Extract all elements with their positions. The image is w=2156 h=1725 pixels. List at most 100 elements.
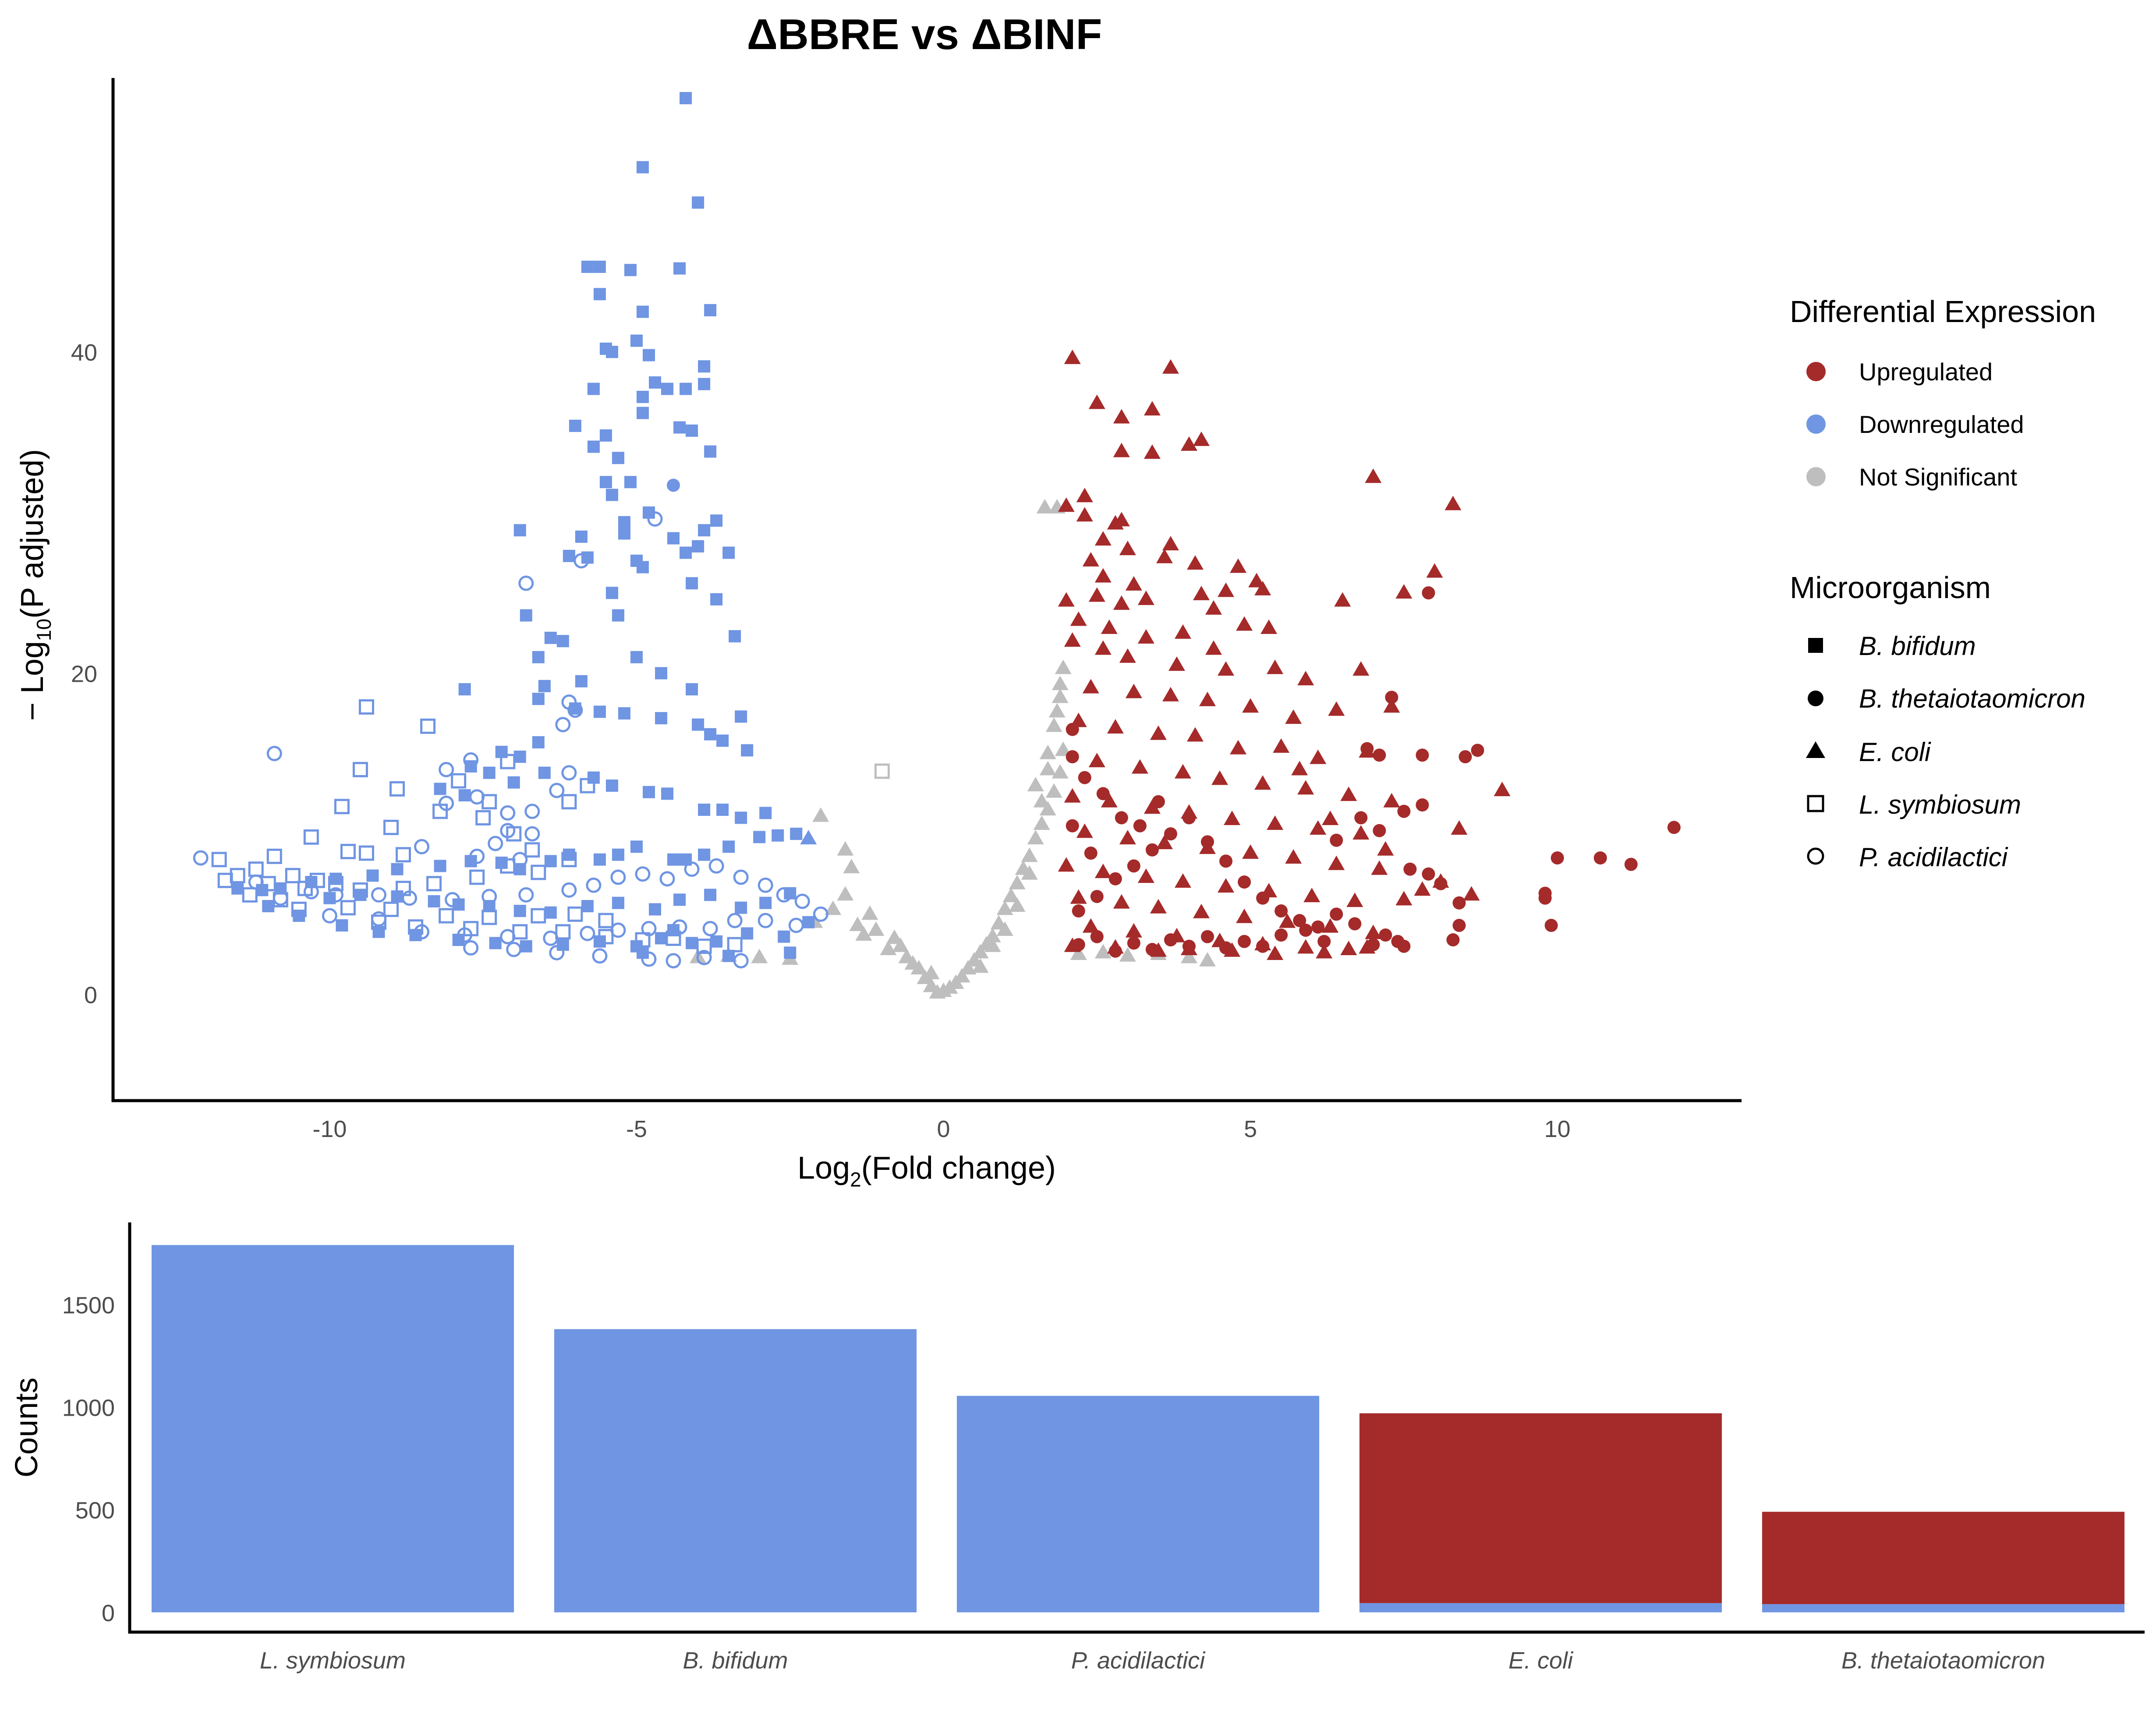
point-downregulated-l-symbiosum: [291, 901, 307, 917]
point-not-significant-e-coli: [1002, 888, 1020, 903]
point-downregulated-l-symbiosum: [469, 869, 485, 885]
point-downregulated-b-bifidum: [735, 901, 747, 914]
point-upregulated-e-coli: [1444, 496, 1462, 510]
point-downregulated-l-symbiosum: [426, 876, 442, 892]
point-upregulated-e-coli: [1125, 576, 1142, 591]
legend-label-b-bifidum: B. bifidum: [1859, 631, 1976, 661]
point-upregulated-e-coli: [1218, 661, 1235, 676]
point-not-significant-e-coli: [904, 955, 921, 970]
point-downregulated-b-bifidum: [735, 710, 747, 723]
point-upregulated-b-thetaiotaomicron: [1274, 928, 1288, 942]
point-downregulated-p-acidilactici: [666, 953, 681, 969]
point-upregulated-e-coli: [1076, 488, 1093, 503]
point-downregulated-b-bifidum: [741, 744, 754, 757]
point-downregulated-l-symbiosum: [561, 794, 577, 810]
point-upregulated-e-coli: [1119, 648, 1136, 663]
point-upregulated-b-thetaiotaomicron: [1274, 904, 1288, 918]
point-upregulated-e-coli: [1101, 619, 1118, 634]
point-upregulated-e-coli: [1113, 409, 1130, 424]
point-downregulated-l-symbiosum: [696, 939, 712, 954]
point-upregulated-e-coli: [1414, 881, 1431, 896]
point-downregulated-b-bifidum: [520, 609, 532, 622]
point-downregulated-b-bifidum: [513, 905, 526, 917]
bar-y-tick-label: 0: [102, 1600, 115, 1626]
point-upregulated-e-coli: [1088, 753, 1105, 768]
point-downregulated-p-acidilactici: [463, 752, 479, 768]
point-upregulated-e-coli: [1186, 727, 1204, 742]
point-upregulated-e-coli: [1352, 825, 1370, 840]
point-downregulated-p-acidilactici: [445, 892, 460, 907]
point-downregulated-l-symbiosum: [211, 852, 227, 868]
point-not-significant-e-coli: [923, 965, 940, 980]
bar-upregulated: [1762, 1512, 2125, 1605]
point-upregulated-b-thetaiotaomicron: [1151, 795, 1165, 808]
point-downregulated-b-bifidum: [636, 161, 649, 174]
bar-y-axis-label: Counts: [9, 1378, 44, 1477]
point-not-significant-e-coli: [984, 928, 1001, 942]
point-downregulated-l-symbiosum: [352, 762, 368, 777]
point-downregulated-p-acidilactici: [266, 746, 282, 762]
point-upregulated-e-coli: [1058, 592, 1075, 607]
point-downregulated-b-bifidum: [698, 378, 711, 390]
point-upregulated-b-thetaiotaomicron: [1108, 944, 1122, 958]
point-downregulated-p-acidilactici: [580, 925, 595, 941]
point-downregulated-l-symbiosum: [248, 861, 264, 877]
point-downregulated-b-bifidum: [667, 532, 680, 545]
point-downregulated-l-symbiosum: [340, 900, 356, 916]
point-upregulated-e-coli: [1186, 555, 1204, 570]
point-downregulated-b-bifidum: [722, 840, 735, 853]
point-upregulated-e-coli: [1162, 359, 1179, 374]
point-downregulated-b-bifidum: [563, 848, 575, 861]
point-downregulated-l-symbiosum: [242, 887, 258, 903]
point-upregulated-e-coli: [1156, 835, 1173, 850]
point-upregulated-b-thetaiotaomicron: [1416, 748, 1429, 762]
point-downregulated-b-bifidum: [661, 383, 674, 395]
point-downregulated-b-bifidum: [593, 853, 606, 866]
point-downregulated-p-acidilactici: [561, 765, 577, 781]
point-downregulated-b-bifidum: [513, 751, 526, 763]
point-upregulated-e-coli: [1346, 893, 1363, 907]
point-upregulated-e-coli: [1316, 944, 1333, 959]
point-downregulated-b-bifidum: [556, 635, 569, 648]
point-upregulated-b-thetaiotaomicron: [1066, 819, 1079, 832]
legend-key-downregulated: [1806, 414, 1826, 434]
point-downregulated-p-acidilactici: [273, 890, 288, 906]
point-downregulated-p-acidilactici: [702, 921, 718, 936]
point-downregulated-l-symbiosum: [635, 932, 651, 948]
bar-downregulated: [1762, 1604, 2125, 1612]
point-downregulated-p-acidilactici: [402, 890, 418, 906]
point-downregulated-b-bifidum: [366, 869, 379, 882]
point-downregulated-l-symbiosum: [500, 754, 516, 769]
legend-label-p-acidilactici: P. acidilactici: [1859, 843, 2008, 872]
point-downregulated-b-bifidum: [636, 305, 649, 318]
point-not-significant-e-coli: [972, 958, 989, 973]
point-downregulated-e-coli: [800, 830, 817, 845]
point-not-significant-e-coli: [1039, 761, 1056, 776]
point-downregulated-b-bifidum: [605, 587, 618, 599]
point-downregulated-b-bifidum: [336, 919, 348, 932]
chart-title: ΔBBRE vs ΔBINF: [747, 10, 1102, 58]
point-not-significant-e-coli: [1051, 764, 1069, 779]
point-not-significant-e-coli: [984, 937, 1001, 952]
bar-category-label: L. symbiosum: [260, 1647, 406, 1674]
y-tick-label: 0: [84, 982, 97, 1009]
point-upregulated-e-coli: [1137, 590, 1154, 605]
point-upregulated-e-coli: [1218, 878, 1235, 893]
point-not-significant-e-coli: [1021, 865, 1038, 880]
point-upregulated-e-coli: [1267, 815, 1284, 830]
point-upregulated-e-coli: [1058, 497, 1075, 512]
x-axis-label-main: Log: [797, 1151, 850, 1186]
point-upregulated-e-coli: [1125, 923, 1142, 938]
point-downregulated-l-symbiosum: [309, 872, 325, 888]
point-downregulated-b-bifidum: [680, 546, 692, 559]
point-upregulated-e-coli: [1064, 349, 1081, 364]
point-downregulated-b-bifidum: [692, 718, 705, 731]
point-upregulated-e-coli: [1426, 563, 1443, 578]
point-downregulated-b-bifidum: [618, 516, 630, 528]
point-upregulated-e-coli: [1064, 788, 1081, 803]
point-upregulated-e-coli: [1119, 830, 1136, 845]
point-downregulated-b-bifidum: [630, 651, 643, 663]
bar-category-label: P. acidilactici: [1071, 1647, 1206, 1674]
point-not-significant-e-coli: [953, 968, 970, 983]
